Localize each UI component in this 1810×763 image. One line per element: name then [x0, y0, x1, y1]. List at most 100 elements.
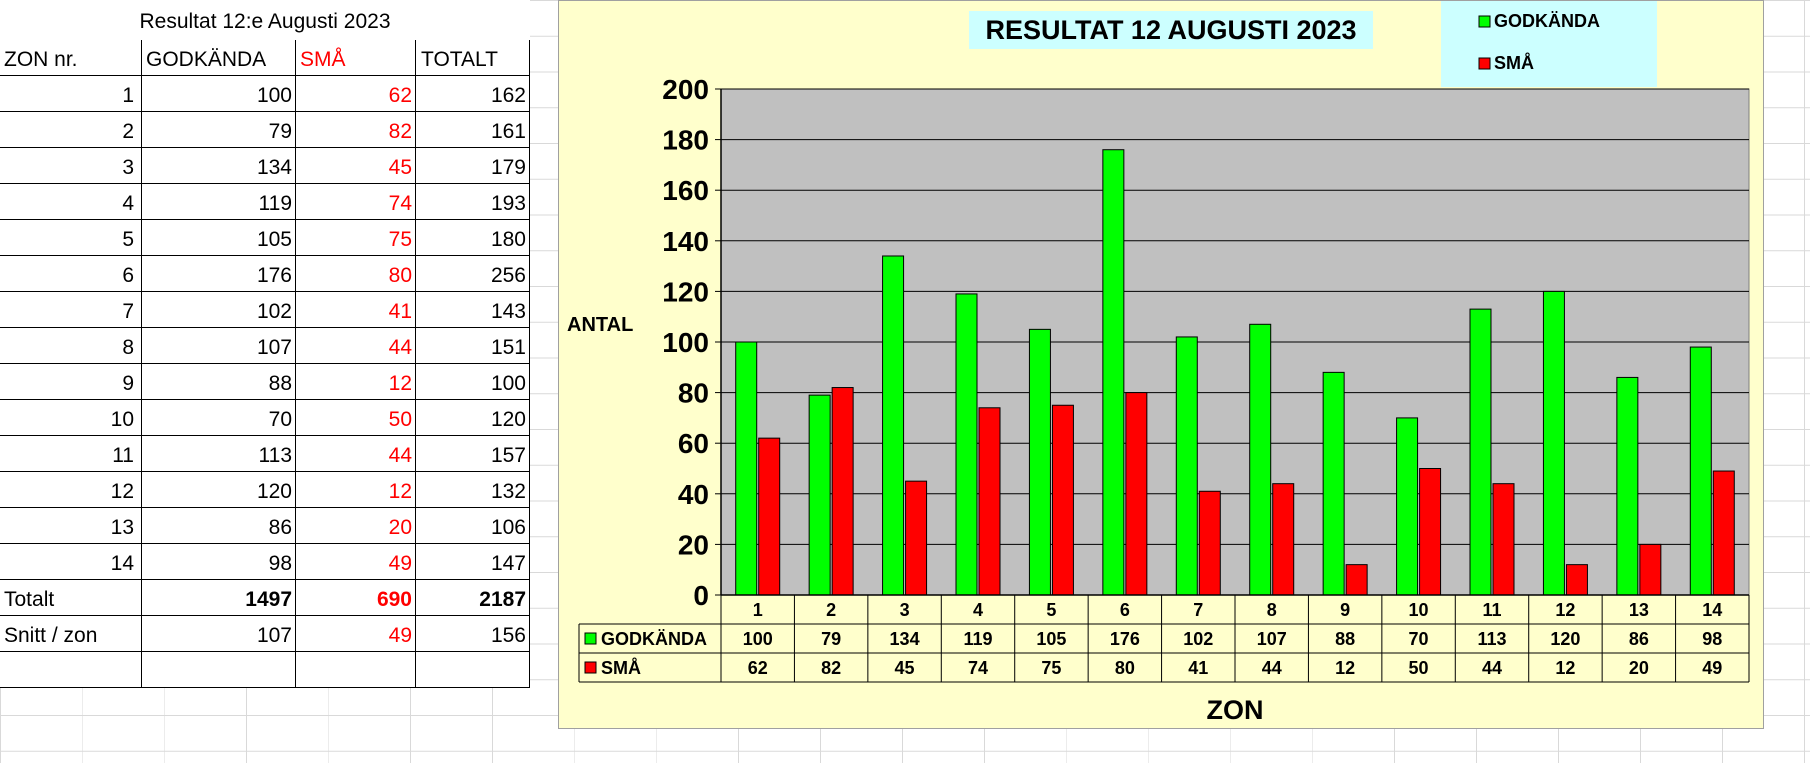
y-tick-label: 140	[662, 226, 709, 257]
table-cell: 98	[268, 552, 292, 575]
data-table-value: 102	[1183, 629, 1213, 649]
bar-sma	[1125, 392, 1148, 596]
table-cell	[416, 652, 530, 688]
bar-godkanda	[955, 293, 978, 596]
data-table-value: 113	[1477, 629, 1506, 649]
table-cell: SMÅ	[300, 48, 346, 71]
table-cell: 107	[256, 624, 292, 647]
y-tick-label: 40	[678, 479, 709, 510]
x-tick-label: 5	[1046, 600, 1056, 620]
y-tick-label: 60	[678, 428, 709, 459]
data-table-value: 70	[1409, 629, 1429, 649]
table-cell: 107	[256, 336, 292, 359]
table-cell	[296, 652, 416, 688]
table-cell: 3	[122, 156, 134, 179]
x-tick-label: 1	[753, 600, 763, 620]
x-tick-label: 7	[1193, 600, 1203, 620]
table-cell: 162	[490, 84, 526, 107]
x-axis-label: ZON	[1207, 695, 1264, 725]
data-table-value: 49	[1702, 658, 1722, 678]
bar-godkanda	[1028, 328, 1051, 596]
table-cell: 50	[388, 408, 412, 431]
bar-sma	[1492, 483, 1515, 596]
x-tick-label: 13	[1629, 600, 1649, 620]
table-cell: 2187	[479, 588, 526, 611]
table-column-divider	[141, 40, 142, 688]
table-cell: 14	[110, 552, 134, 575]
chart-area[interactable]: RESULTAT 12 AUGUSTI 2023 GODKÄNDA SMÅ 0 20 40…	[558, 0, 1764, 729]
table-cell: 147	[490, 552, 526, 575]
x-tick-label: 2	[826, 600, 836, 620]
data-table-value: 45	[895, 658, 915, 678]
bar-godkanda	[1616, 376, 1639, 596]
table-cell: 62	[388, 84, 412, 107]
table-cell: 45	[388, 156, 412, 179]
table-cell: 120	[256, 480, 292, 503]
x-tick-label: 8	[1267, 600, 1277, 620]
table-title: Resultat 12:e Augusti 2023	[0, 0, 530, 40]
table-cell: 75	[388, 228, 412, 251]
bar-godkanda	[1102, 149, 1125, 596]
data-table-value: 176	[1110, 629, 1140, 649]
table-row: 14 98 49 147	[0, 544, 530, 580]
table-cell: 49	[388, 624, 412, 647]
table-row: 12 120 12 132	[0, 472, 530, 508]
table-column-divider	[529, 40, 530, 688]
bar-sma	[1419, 468, 1442, 596]
data-table-value: 20	[1629, 658, 1649, 678]
legend-swatch	[1478, 15, 1491, 28]
legend-box	[1441, 1, 1657, 87]
table-cell: GODKÄNDA	[146, 48, 267, 71]
data-table-series-label: GODKÄNDA	[601, 629, 707, 649]
table-cell: 143	[490, 300, 526, 323]
data-table-swatch	[584, 661, 597, 674]
table-cell: 12	[388, 372, 412, 395]
y-tick-label: 0	[693, 580, 709, 611]
bar-sma	[1272, 483, 1295, 596]
table-cell: 193	[490, 192, 526, 215]
y-tick-label: 100	[662, 327, 709, 358]
table-cell: 157	[490, 444, 526, 467]
table-row: 2 79 82 161	[0, 112, 530, 148]
table-cell	[142, 652, 296, 688]
table-cell: 102	[256, 300, 292, 323]
table-cell: 4	[122, 192, 134, 215]
table-row: 9 88 12 100	[0, 364, 530, 400]
table-cell: 119	[258, 192, 292, 215]
table-cell: 74	[388, 192, 412, 215]
x-tick-label: 6	[1120, 600, 1130, 620]
table-cell: TOTALT	[421, 48, 499, 71]
data-table-value: 80	[1115, 658, 1135, 678]
bar-sma	[1565, 564, 1588, 596]
table-cell: 41	[388, 300, 412, 323]
table-cell: 70	[268, 408, 292, 431]
table-cell	[4, 652, 139, 688]
bar-godkanda	[1175, 336, 1198, 596]
bar-sma	[1639, 543, 1662, 596]
bar-godkanda	[1249, 323, 1272, 596]
x-tick-label: 10	[1409, 600, 1429, 620]
table-cell: 132	[490, 480, 526, 503]
data-table-value: 88	[1335, 629, 1355, 649]
bar-sma	[1712, 470, 1735, 596]
table-cell: 7	[122, 300, 134, 323]
table-column-divider	[415, 40, 416, 688]
table-cell: 156	[490, 624, 526, 647]
bar-sma	[978, 407, 1001, 596]
table-cell: Snitt / zon	[4, 624, 98, 647]
bar-sma	[1051, 404, 1074, 596]
x-tick-label: 3	[900, 600, 910, 620]
table-cell: 82	[388, 120, 412, 143]
bar-godkanda	[882, 255, 905, 596]
table-row: 10 70 50 120	[0, 400, 530, 436]
table-cell: 44	[388, 336, 412, 359]
table-row: 11 113 44 157	[0, 436, 530, 472]
bar-sma	[831, 387, 854, 596]
table-cell: 176	[256, 264, 292, 287]
table-cell: 44	[388, 444, 412, 467]
table-cell: 180	[490, 228, 526, 251]
bar-godkanda	[1322, 371, 1345, 596]
table-row: 3 134 45 179	[0, 148, 530, 184]
table-cell: 12	[388, 480, 412, 503]
table-cell: 151	[490, 336, 526, 359]
